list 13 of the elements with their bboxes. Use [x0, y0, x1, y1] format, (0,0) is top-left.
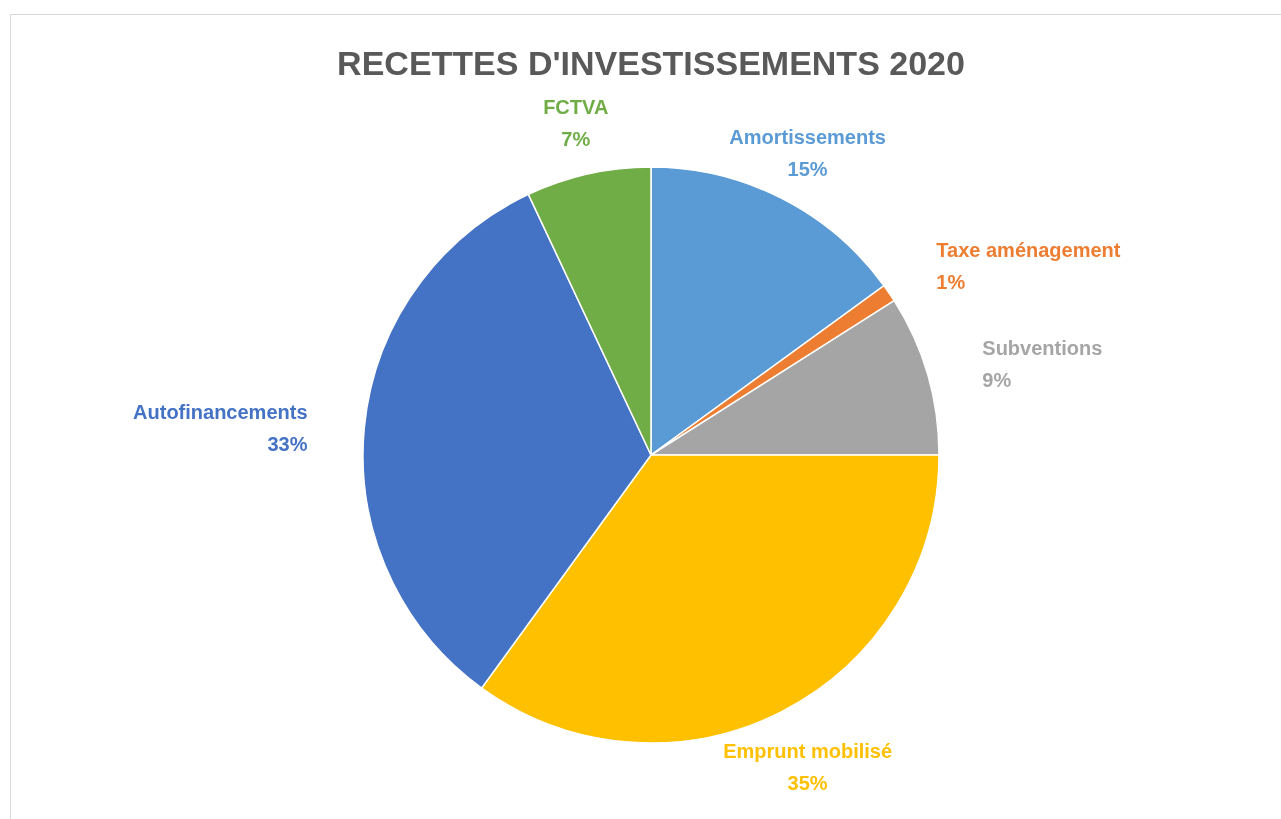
- data-label: 9%: [982, 368, 1012, 391]
- chart-title: RECETTES D'INVESTISSEMENTS 2020: [337, 44, 965, 82]
- data-label: 7%: [561, 128, 591, 151]
- slice-label: Amortissements: [729, 125, 886, 148]
- data-label: 33%: [267, 432, 308, 455]
- slice-label: Emprunt mobilisé: [723, 740, 893, 763]
- data-label: 15%: [787, 157, 828, 180]
- data-label: 1%: [936, 271, 966, 294]
- slice-label: FCTVA: [543, 96, 609, 119]
- data-label: 35%: [787, 772, 828, 795]
- slice-label: Subventions: [982, 336, 1103, 359]
- slice-label: Autofinancements: [133, 400, 308, 423]
- slice-label: Taxe aménagement: [936, 239, 1121, 262]
